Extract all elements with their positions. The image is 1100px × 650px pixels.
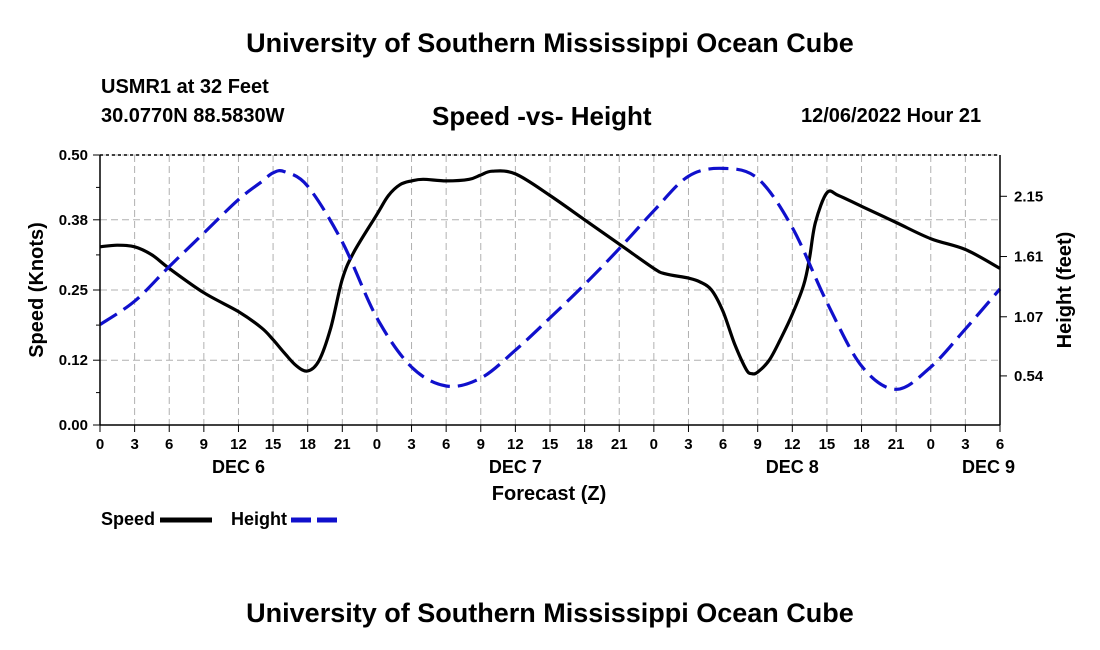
x-tick-label: 21 — [334, 436, 351, 453]
x-tick-label: 15 — [542, 436, 559, 453]
x-tick-label: 12 — [507, 436, 524, 453]
y-tick-label: 0.50 — [59, 147, 88, 164]
x-tick-label: 9 — [200, 436, 208, 453]
chart-subtitle: Speed -vs- Height — [432, 101, 652, 131]
day-label: DEC 7 — [489, 457, 542, 477]
x-tick-label: 21 — [888, 436, 905, 453]
height-series-line — [99, 166, 1002, 391]
x-tick-label: 6 — [442, 436, 450, 453]
forecast-datetime: 12/06/2022 Hour 21 — [801, 105, 982, 127]
x-tick-label: 18 — [576, 436, 593, 453]
speed-series-line — [99, 169, 1001, 376]
day-label: DEC 6 — [212, 457, 265, 477]
y2-tick-label: 2.15 — [1014, 188, 1043, 205]
x-tick-label: 3 — [961, 436, 969, 453]
legend-height-label: Height — [231, 509, 287, 529]
x-tick-label: 3 — [130, 436, 138, 453]
footer-title: University of Southern Mississippi Ocean… — [246, 598, 854, 628]
y-tick-label: 0.38 — [59, 212, 88, 229]
station-coordinates: 30.0770N 88.5830W — [101, 105, 285, 127]
x-tick-label: 0 — [650, 436, 658, 453]
x-tick-label: 21 — [611, 436, 628, 453]
y2-tick-label: 1.07 — [1014, 309, 1043, 326]
x-tick-label: 9 — [754, 436, 762, 453]
y2-tick-label: 0.54 — [1014, 368, 1044, 385]
series-layer — [99, 166, 1002, 391]
x-tick-label: 12 — [784, 436, 801, 453]
y-axis-label-left: Speed (Knots) — [26, 222, 48, 358]
y-axis-label-right: Height (feet) — [1054, 232, 1076, 349]
x-tick-label: 15 — [265, 436, 282, 453]
x-tick-label: 0 — [373, 436, 381, 453]
x-tick-label: 3 — [684, 436, 692, 453]
x-axis-label: Forecast (Z) — [492, 483, 606, 505]
day-label: DEC 9 — [962, 457, 1015, 477]
x-tick-label: 15 — [819, 436, 836, 453]
y-tick-label: 0.12 — [59, 352, 88, 369]
chart-main-title: University of Southern Mississippi Ocean… — [246, 28, 854, 58]
x-tick-label: 6 — [165, 436, 173, 453]
x-tick-label: 18 — [853, 436, 870, 453]
y2-tick-label: 1.61 — [1014, 249, 1043, 266]
x-tick-label: 12 — [230, 436, 247, 453]
y-tick-label: 0.25 — [59, 282, 88, 299]
axes: 0 3 6 9 12 15 18 21 0 3 6 9 12 15 18 21 0 3 6 9 12 15 18 21 0 3 6 0… — [59, 147, 1044, 477]
y-tick-label: 0.00 — [59, 417, 88, 434]
x-tick-label: 3 — [407, 436, 415, 453]
x-tick-label: 6 — [719, 436, 727, 453]
legend-speed-label: Speed — [101, 509, 156, 529]
x-tick-label: 6 — [996, 436, 1004, 453]
x-tick-label: 9 — [477, 436, 485, 453]
x-tick-label: 18 — [299, 436, 316, 453]
x-tick-label: 0 — [927, 436, 935, 453]
x-tick-label: 0 — [96, 436, 104, 453]
station-label: USMR1 at 32 Feet — [101, 76, 269, 98]
day-label: DEC 8 — [766, 457, 819, 477]
